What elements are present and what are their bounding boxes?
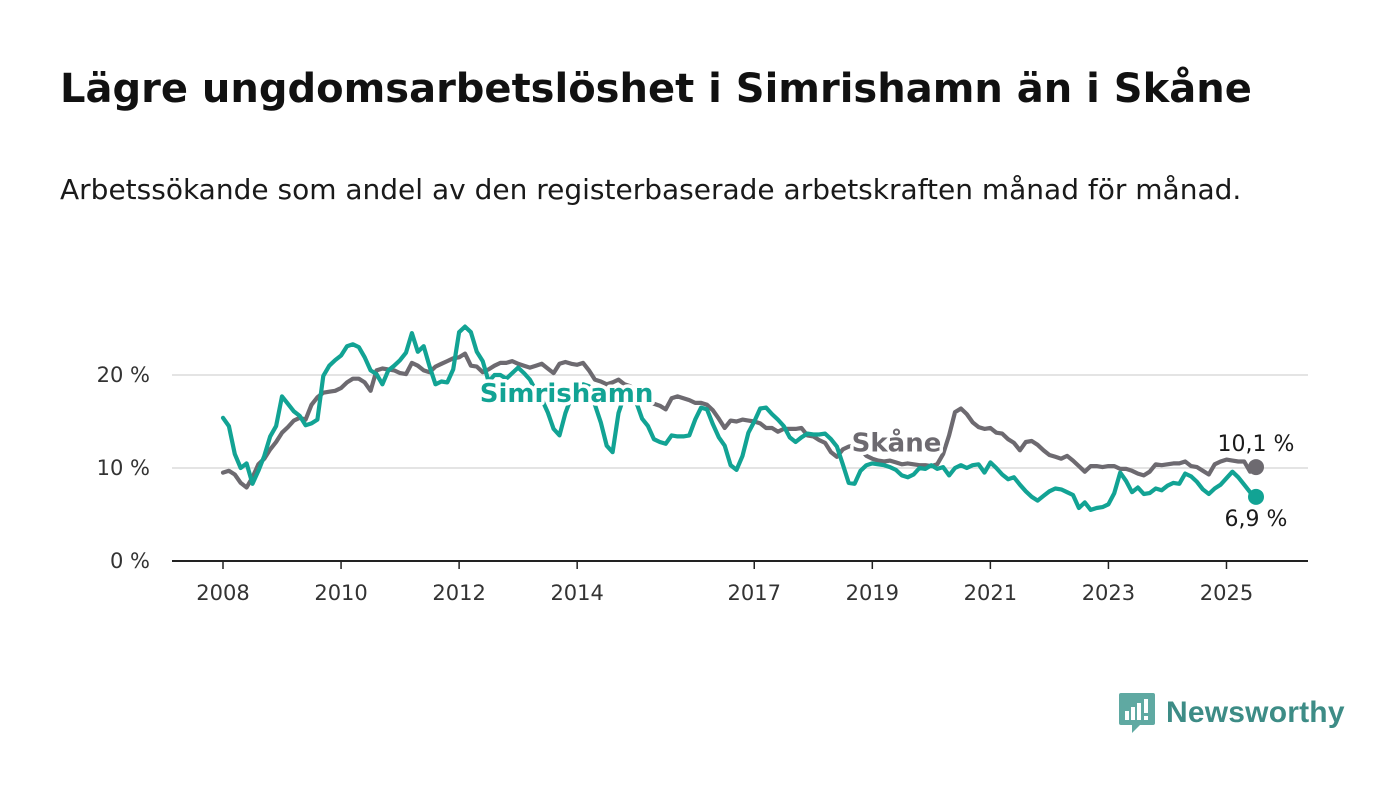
x-tick-label: 2012	[432, 581, 485, 605]
series-label-skane: Skåne	[852, 426, 942, 458]
x-tick-label: 2019	[846, 581, 899, 605]
x-tick-label: 2010	[314, 581, 367, 605]
chart-title: Lägre ungdomsarbetslöshet i Simrishamn ä…	[60, 66, 1252, 112]
series-line-simrishamn	[220, 324, 1259, 512]
newsworthy-logo-icon	[1119, 693, 1155, 733]
y-tick-label: 0 %	[110, 549, 150, 573]
newsworthy-logo: Newsworthy	[1118, 691, 1345, 735]
chart-labels: Skåne Simrishamn 10,1 % 6,9 %	[476, 375, 1295, 532]
newsworthy-logo-text: Newsworthy	[1166, 696, 1345, 729]
x-tick-label: 2017	[728, 581, 781, 605]
x-tick-label: 2008	[196, 581, 249, 605]
end-point-skane	[1248, 459, 1264, 476]
end-label-simrishamn: 6,9 %	[1225, 507, 1288, 532]
x-tick-label: 2025	[1200, 581, 1253, 605]
series-label-simrishamn: Simrishamn	[480, 379, 654, 409]
series-lines	[220, 324, 1264, 512]
chart-subtitle: Arbetssökande som andel av den registerb…	[60, 173, 1242, 206]
x-tick-label: 2023	[1082, 581, 1135, 605]
y-tick-label: 20 %	[97, 363, 150, 387]
y-tick-label: 10 %	[97, 456, 150, 480]
x-tick-label: 2021	[964, 581, 1017, 605]
end-label-skane: 10,1 %	[1218, 432, 1295, 457]
x-axis: 2008 2010 2012 2014 2017 2019 2021 2023 2025	[172, 560, 1308, 605]
end-point-simrishamn	[1248, 488, 1264, 505]
x-tick-label: 2014	[550, 581, 603, 605]
series-line-skane	[220, 351, 1259, 490]
